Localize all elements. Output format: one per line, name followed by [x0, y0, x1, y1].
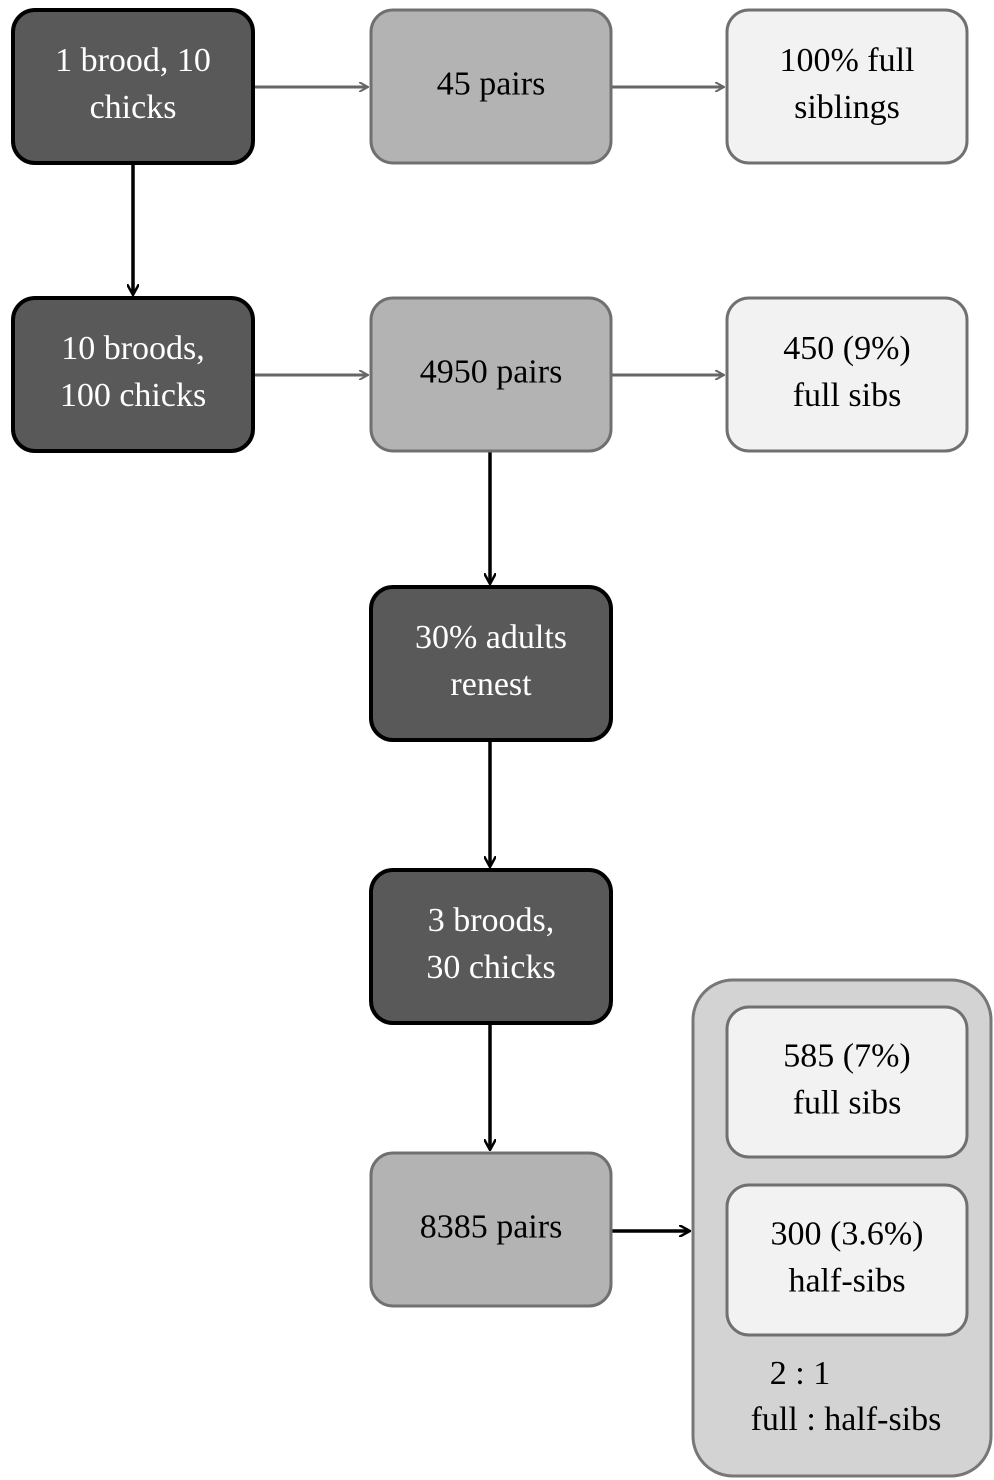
node-box	[369, 868, 613, 1025]
node: 450 (9%) full sibs	[725, 296, 969, 453]
node-label: siblings	[794, 89, 900, 126]
node-box	[11, 296, 255, 453]
node-label: 4950 pairs	[420, 353, 563, 390]
node-box	[11, 8, 255, 165]
node-label: 100% full	[779, 42, 914, 79]
node: 30% adults renest	[369, 585, 613, 742]
node: 300 (3.6%) half-sibs	[725, 1183, 969, 1337]
node: 1 brood, 10 chicks	[11, 8, 255, 165]
arrows	[133, 87, 723, 1231]
node-box	[369, 8, 613, 165]
node-label: 30% adults	[415, 619, 567, 656]
node-label: 3 broods,	[428, 902, 555, 939]
node-label: renest	[450, 666, 532, 703]
node-box	[725, 1005, 969, 1159]
node-label: 585 (7%)	[783, 1037, 910, 1074]
node-label: 30 chicks	[426, 949, 555, 986]
node: 585 (7%) full sibs	[725, 1005, 969, 1159]
node: 8385 pairs	[369, 1151, 613, 1308]
node-label: chicks	[90, 89, 177, 126]
node-box	[725, 296, 969, 453]
node-box	[725, 1183, 969, 1337]
node: 4950 pairs	[369, 296, 613, 453]
ratio-label: 2 : 1	[770, 1355, 830, 1392]
node-box	[369, 1151, 613, 1308]
node: 10 broods, 100 chicks	[11, 296, 255, 453]
node-label: full sibs	[793, 1084, 902, 1121]
node: 100% full siblings	[725, 8, 969, 165]
node-label: 450 (9%)	[783, 330, 910, 367]
node-label: 45 pairs	[437, 65, 546, 102]
node: 3 broods, 30 chicks	[369, 868, 613, 1025]
node-label: full sibs	[793, 377, 902, 414]
node-label: half-sibs	[788, 1262, 905, 1299]
node-box	[725, 8, 969, 165]
node-box	[369, 296, 613, 453]
node-label: 1 brood, 10	[55, 42, 211, 79]
node-label: 300 (3.6%)	[771, 1215, 924, 1252]
ratio-label: full : half-sibs	[751, 1401, 942, 1438]
node: 45 pairs	[369, 8, 613, 165]
node-label: 8385 pairs	[420, 1208, 563, 1245]
node-label: 100 chicks	[60, 377, 206, 414]
node-box	[369, 585, 613, 742]
node-label: 10 broods,	[61, 330, 205, 367]
